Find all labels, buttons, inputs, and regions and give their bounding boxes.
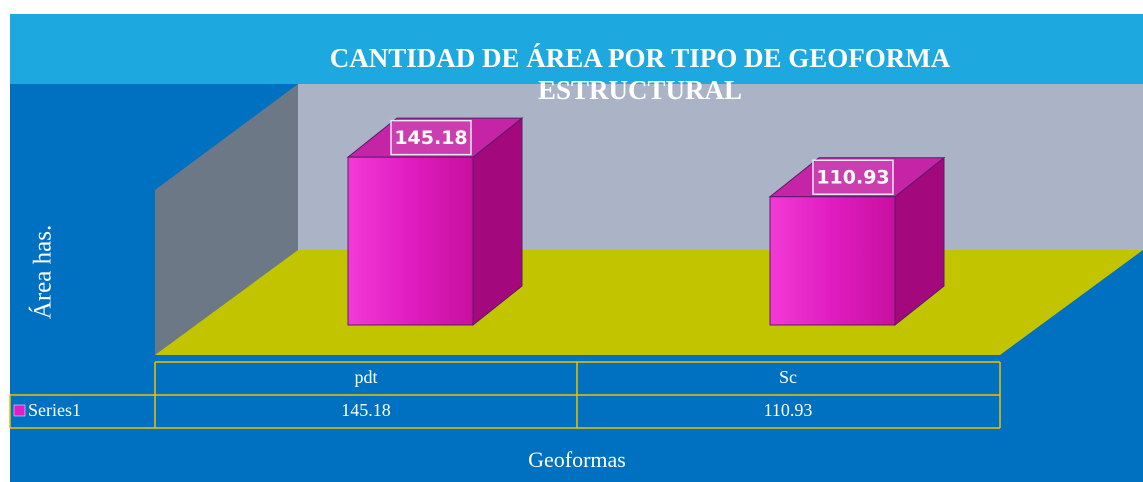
data-label: 110.93 bbox=[816, 167, 889, 189]
x-tick-label: Sc bbox=[779, 367, 797, 387]
data-label-box bbox=[390, 119, 472, 156]
floor bbox=[155, 250, 1143, 355]
legend-key bbox=[13, 404, 26, 417]
data-label-box bbox=[812, 159, 894, 195]
y-axis-label: Área has. bbox=[29, 225, 57, 319]
data-table bbox=[9, 361, 1001, 429]
side-wall bbox=[155, 84, 298, 355]
bar bbox=[347, 156, 474, 326]
x-axis-label: Geoformas bbox=[528, 447, 626, 472]
title-band bbox=[10, 14, 1143, 84]
chart-title: CANTIDAD DE ÁREA POR TIPO DE GEOFORMA ES… bbox=[329, 43, 951, 105]
table-value: 110.93 bbox=[764, 400, 813, 420]
table-value: 145.18 bbox=[341, 400, 391, 420]
data-label: 145.18 bbox=[394, 127, 467, 149]
x-tick-label: pdt bbox=[354, 367, 377, 387]
legend-label: Series1 bbox=[28, 400, 81, 420]
bar bbox=[769, 196, 896, 326]
